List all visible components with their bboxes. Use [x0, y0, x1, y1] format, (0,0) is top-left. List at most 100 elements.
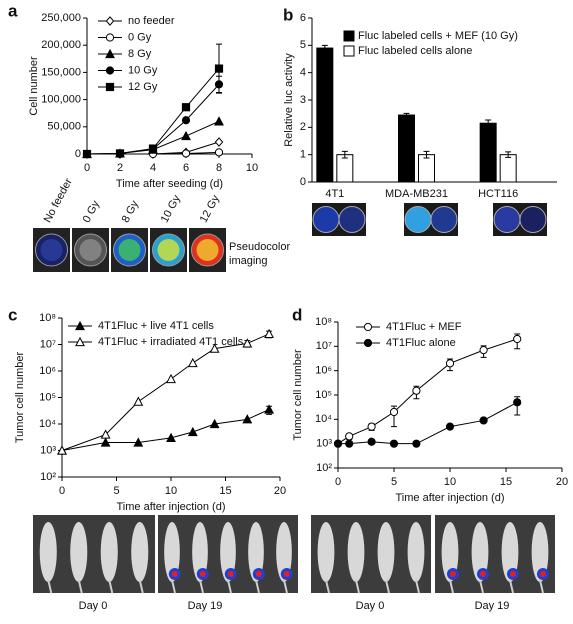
image-label: Day 0 — [79, 600, 108, 612]
y-axis-title: Relative luc activity — [283, 53, 295, 147]
x-tick-label: 15 — [219, 485, 231, 497]
signal — [480, 571, 486, 577]
y-tick-label: 5 — [300, 39, 306, 51]
y-tick-label: 6 — [300, 12, 306, 24]
y-tick-label: 150,000 — [41, 66, 81, 78]
x-axis-title: Time after injection (d) — [395, 492, 504, 504]
error-bar — [485, 119, 492, 128]
y-tick-label: 0 — [75, 148, 81, 160]
marker — [82, 149, 92, 159]
marker — [133, 437, 144, 447]
x-axis-title: Time after seeding (d) — [116, 178, 223, 190]
legend-label: 4T1Fluc + live 4T1 cells — [98, 320, 214, 332]
panel-label: b — [283, 5, 293, 24]
y-tick-label: 250,000 — [41, 12, 81, 24]
x-tick-label: 0 — [335, 476, 341, 488]
mouse — [164, 522, 180, 582]
y-tick-label: 100,000 — [41, 94, 81, 106]
marker — [513, 398, 522, 407]
x-tick-label: 2 — [117, 162, 123, 174]
mouse-tail — [199, 579, 204, 594]
mouse — [471, 522, 489, 582]
marker — [389, 407, 399, 417]
legend-marker — [105, 33, 115, 42]
marker — [57, 445, 67, 455]
well — [430, 206, 458, 233]
marker — [133, 396, 144, 406]
legend-marker — [105, 16, 115, 26]
error-bar — [403, 112, 410, 118]
marker — [264, 328, 275, 339]
y-tick-label: 4 — [300, 67, 306, 79]
legend-label: 12 Gy — [128, 81, 158, 93]
x-tick-label: 4 — [150, 162, 156, 174]
x-tick-label: 10 — [444, 476, 456, 488]
image-caption: Pseudocolor — [229, 241, 290, 253]
signal — [510, 571, 516, 577]
marker — [181, 130, 191, 141]
marker — [264, 404, 275, 414]
marker — [148, 144, 158, 153]
well-signal — [196, 239, 219, 261]
marker — [100, 437, 111, 447]
x-tick-label: 5 — [113, 485, 119, 497]
y-axis-title: Tumor cell number — [14, 352, 26, 444]
mouse-tail — [255, 579, 260, 594]
mouse — [377, 522, 395, 582]
y-tick-label: 50,000 — [47, 121, 81, 133]
well-signal — [40, 239, 63, 261]
error-bar — [423, 150, 430, 159]
y-tick-label: 10⁷ — [316, 340, 332, 352]
marker — [115, 149, 125, 158]
well-signal — [79, 239, 102, 261]
legend-marker — [75, 336, 85, 347]
panel-label: c — [8, 305, 17, 324]
x-tick-label: 20 — [274, 485, 286, 497]
series-line — [61, 409, 270, 451]
signal — [171, 571, 178, 577]
marker — [181, 149, 191, 158]
x-tick-label: MDA-MB231 — [385, 188, 448, 200]
legend-label: 10 Gy — [128, 64, 158, 76]
y-axis-title: Tumor cell number — [292, 349, 304, 441]
well — [404, 206, 432, 233]
marker — [389, 439, 399, 448]
legend-marker — [363, 322, 373, 332]
mouse — [220, 522, 236, 582]
marker — [445, 359, 455, 368]
mouse — [501, 522, 519, 582]
marker — [242, 414, 253, 424]
well-signal — [118, 239, 141, 261]
mouse-tail — [539, 579, 544, 594]
y-tick-label: 10² — [40, 471, 56, 483]
mouse — [317, 522, 335, 582]
legend-marker — [363, 338, 373, 348]
legend-label: 0 Gy — [128, 31, 152, 43]
marker — [166, 373, 176, 384]
x-tick-label: 15 — [500, 476, 512, 488]
bar — [479, 122, 497, 183]
mouse-tail — [77, 579, 83, 594]
y-tick-label: 10⁴ — [39, 418, 56, 430]
marker — [214, 64, 224, 73]
y-tick-label: 10⁷ — [40, 338, 56, 350]
error-bar — [505, 151, 512, 158]
x-tick-label: 0 — [59, 485, 65, 497]
mouse — [407, 522, 425, 582]
y-tick-label: 10⁶ — [315, 365, 332, 377]
mouse — [39, 522, 57, 582]
image-label: Day 0 — [356, 600, 385, 612]
signal — [450, 571, 456, 577]
mouse-tail — [227, 579, 232, 594]
marker — [214, 148, 224, 157]
image-caption: imaging — [229, 255, 268, 267]
x-tick-label: 10 — [165, 485, 177, 497]
y-tick-label: 2 — [300, 121, 306, 133]
error-bar — [341, 150, 348, 159]
legend-label: no feeder — [128, 15, 175, 27]
signal — [199, 571, 206, 577]
marker — [479, 416, 488, 425]
y-tick-label: 10² — [316, 462, 332, 474]
x-tick-label: HCT116 — [478, 188, 518, 200]
well — [519, 206, 547, 233]
